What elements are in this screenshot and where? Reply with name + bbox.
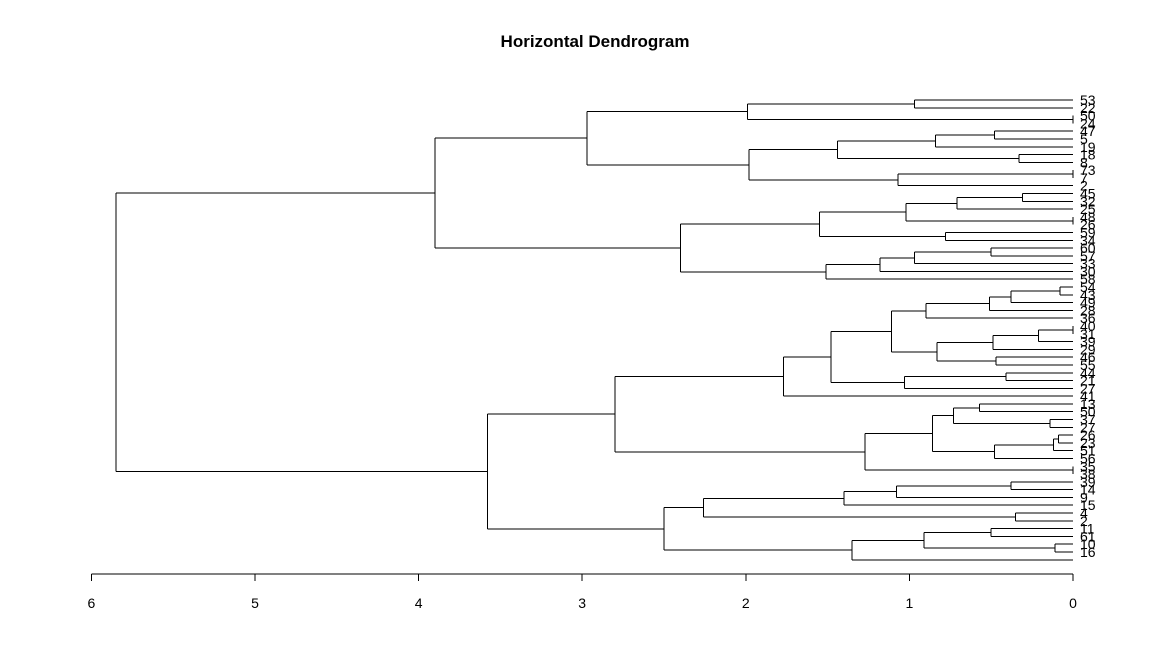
x-tick-label: 0 bbox=[1069, 595, 1077, 611]
leaf-label: 39 bbox=[1080, 474, 1096, 490]
leaf-label: 46 bbox=[1080, 349, 1096, 365]
leaf-label: 47 bbox=[1080, 123, 1096, 139]
leaf-label: 49 bbox=[1080, 295, 1096, 311]
leaf-label: 31 bbox=[1080, 326, 1096, 342]
leaf-label: 37 bbox=[1080, 412, 1096, 428]
leaf-label: 23 bbox=[1080, 435, 1096, 451]
leaf-label: 21 bbox=[1080, 373, 1096, 389]
x-tick-label: 1 bbox=[906, 595, 914, 611]
dendrogram-links bbox=[115, 99, 1074, 561]
leaf-label: 54 bbox=[1080, 279, 1096, 295]
leaf-label: 2 bbox=[1080, 178, 1088, 194]
leaf-label: 16 bbox=[1080, 544, 1096, 560]
leaf-label: 45 bbox=[1080, 186, 1096, 202]
leaf-label: 44 bbox=[1080, 365, 1096, 381]
leaf-label: 53 bbox=[1080, 92, 1096, 108]
leaf-label: 15 bbox=[1080, 497, 1096, 513]
leaf-label: 13 bbox=[1080, 396, 1096, 412]
leaf-label: 59 bbox=[1080, 224, 1096, 240]
leaf-label: 50 bbox=[1080, 108, 1096, 124]
leaf-label: 27 bbox=[1080, 419, 1096, 435]
leaf-label: 25 bbox=[1080, 201, 1096, 217]
x-tick-label: 2 bbox=[742, 595, 750, 611]
x-tick-label: 6 bbox=[88, 595, 96, 611]
leaf-label: 26 bbox=[1080, 217, 1096, 233]
leaf-label: 22 bbox=[1080, 100, 1096, 116]
x-axis: 6 5 4 3 2 1 0 bbox=[88, 573, 1077, 611]
leaf-label: 48 bbox=[1080, 209, 1096, 225]
leaf-label: 73 bbox=[1080, 162, 1096, 178]
leaf-label: 30 bbox=[1080, 263, 1096, 279]
leaf-label: 18 bbox=[1080, 147, 1096, 163]
chart-title: Horizontal Dendrogram bbox=[501, 32, 690, 51]
leaf-label: 11 bbox=[1080, 521, 1095, 537]
leaf-label: 2 bbox=[1080, 513, 1088, 529]
leaf-label: 4 bbox=[1080, 505, 1088, 521]
leaf-label: 14 bbox=[1080, 482, 1096, 498]
x-tick-label: 5 bbox=[251, 595, 259, 611]
leaf-label: 58 bbox=[1080, 271, 1096, 287]
x-tick-label: 4 bbox=[415, 595, 423, 611]
leaf-labels: 5322502447519188737245322548265934605733… bbox=[1080, 92, 1096, 560]
leaf-label: 36 bbox=[1080, 310, 1096, 326]
leaf-label: 9 bbox=[1080, 489, 1088, 505]
leaf-label: 41 bbox=[1080, 388, 1096, 404]
leaf-label: 33 bbox=[1080, 256, 1096, 272]
leaf-label: 26 bbox=[1080, 427, 1096, 443]
leaf-label: 27 bbox=[1080, 380, 1096, 396]
leaf-label: 56 bbox=[1080, 450, 1096, 466]
leaf-label: 24 bbox=[1080, 115, 1096, 131]
leaf-label: 57 bbox=[1080, 248, 1096, 264]
leaf-label: 8 bbox=[1080, 154, 1088, 170]
leaf-label: 51 bbox=[1080, 443, 1096, 459]
leaf-label: 34 bbox=[1080, 232, 1096, 248]
leaf-label: 38 bbox=[1080, 466, 1096, 482]
leaf-label: 19 bbox=[1080, 139, 1096, 155]
leaf-label: 10 bbox=[1080, 536, 1096, 552]
leaf-label: 55 bbox=[1080, 357, 1096, 373]
leaf-label: 28 bbox=[1080, 302, 1096, 318]
leaf-label: 43 bbox=[1080, 287, 1096, 303]
leaf-label: 60 bbox=[1080, 240, 1096, 256]
leaf-label: 39 bbox=[1080, 334, 1096, 350]
leaf-label: 29 bbox=[1080, 341, 1096, 357]
leaf-label: 35 bbox=[1080, 458, 1096, 474]
leaf-label: 40 bbox=[1080, 318, 1096, 334]
leaf-label: 5 bbox=[1080, 131, 1088, 147]
x-tick-label: 3 bbox=[578, 595, 586, 611]
leaf-label: 61 bbox=[1080, 528, 1096, 544]
leaf-label: 32 bbox=[1080, 193, 1096, 209]
leaf-label: 7 bbox=[1080, 170, 1088, 186]
leaf-label: 50 bbox=[1080, 404, 1096, 420]
